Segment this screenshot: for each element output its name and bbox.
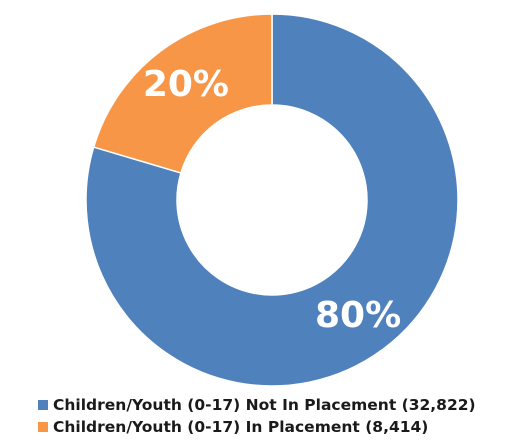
legend-item-not-in-placement: Children/Youth (0-17) Not In Placement (… [38, 394, 518, 416]
slice-label-not-in-placement: 80% [315, 295, 401, 336]
legend-label-not-in-placement: Children/Youth (0-17) Not In Placement (… [53, 396, 476, 414]
donut-slice-in-placement [92, 13, 273, 174]
donut-slice-not-in-placement [85, 13, 459, 387]
legend-label-in-placement: Children/Youth (0-17) In Placement (8,41… [53, 418, 429, 436]
legend-swatch-not-in-placement [38, 400, 48, 410]
donut-chart: 80% 20% [85, 13, 459, 387]
legend: Children/Youth (0-17) Not In Placement (… [38, 394, 518, 438]
legend-item-in-placement: Children/Youth (0-17) In Placement (8,41… [38, 416, 518, 438]
legend-swatch-in-placement [38, 422, 48, 432]
slice-label-in-placement: 20% [143, 64, 229, 105]
